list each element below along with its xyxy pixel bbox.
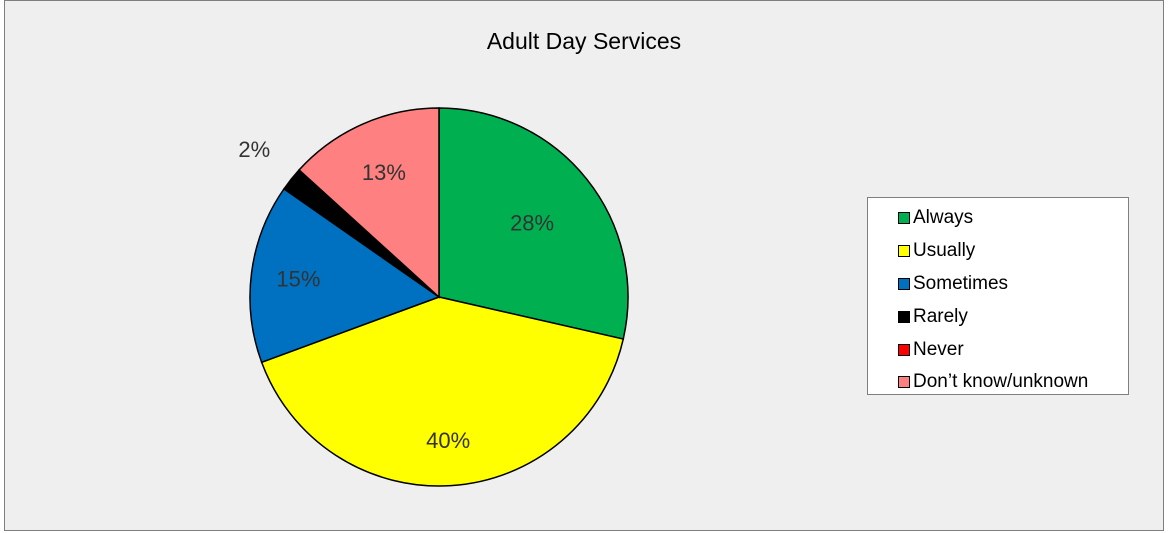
pie-slice-usually [260,296,625,487]
chart-title: Adult Day Services [486,28,682,54]
pie-slice-don-t-know-unknown [298,107,440,299]
legend-item-usually: Usually [868,235,1128,268]
legend-label-usually: Usually [913,240,976,262]
legend-swatch-rarely [898,310,910,323]
legend-label-rarely: Rarely [913,305,968,327]
data-label-rarely: 2% [238,137,270,162]
pie-slice-sometimes [249,187,441,364]
legend-item-rarely: Rarely [868,300,1128,333]
legend-item-always: Always [868,202,1128,235]
legend-swatch-usually [898,245,910,258]
data-label-always: 28% [510,210,554,235]
pie-slice-always [438,107,629,340]
pie-plot: 28% 40% 15% 2% 13% [238,107,629,487]
legend-label-always: Always [913,207,974,229]
data-label-don-t-know-unknown: 13% [362,160,406,185]
legend-item-never: Never [868,333,1128,366]
legend-item-don-t-know-unknown: Don’t know/unknown [868,366,1128,399]
data-label-usually: 40% [426,428,470,453]
chart-area: Adult Day Services 28% 40% 15% 2% 13% Always… [4,0,1164,531]
legend-label-never: Never [913,338,964,360]
legend-swatch-sometimes [898,277,910,290]
legend-label-don-t-know-unknown: Don’t know/unknown [913,371,1089,393]
data-label-sometimes: 15% [276,266,320,291]
chart-legend: Always Usually Sometimes Rarely Never Don’t k… [867,197,1129,395]
legend-swatch-always [898,212,910,225]
legend-item-sometimes: Sometimes [868,268,1128,301]
legend-swatch-never [898,343,910,356]
legend-swatch-don-t-know-unknown [898,376,910,389]
legend-label-sometimes: Sometimes [913,272,1009,294]
